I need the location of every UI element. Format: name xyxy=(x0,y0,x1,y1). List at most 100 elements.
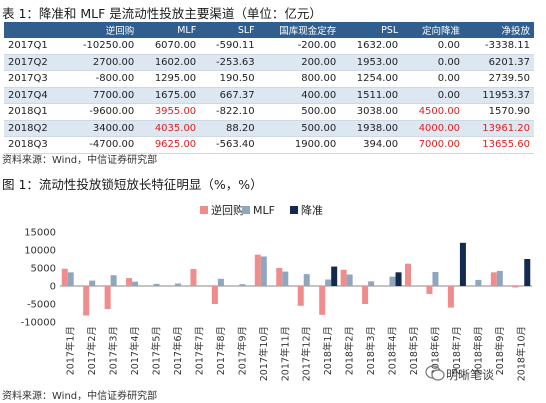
table-header-cell: PSL xyxy=(340,22,403,38)
table-cell: 2700.00 xyxy=(63,54,139,71)
row-label: 2017Q3 xyxy=(4,70,64,88)
bar xyxy=(190,269,197,286)
x-tick-label: 2018年5月 xyxy=(408,326,420,375)
x-tick-label: 2017年7月 xyxy=(193,326,205,375)
bar xyxy=(524,259,531,286)
x-tick-label: 2018年1月 xyxy=(322,326,334,375)
x-tick-label: 2018年2月 xyxy=(344,326,356,375)
table-cell: 1511.00 xyxy=(340,87,403,104)
table-cell: 500.00 xyxy=(258,103,341,121)
bar xyxy=(61,268,68,286)
y-tick-label: 0 xyxy=(50,282,56,293)
x-tick-label: 2017年11月 xyxy=(279,326,291,381)
bar xyxy=(368,281,375,286)
table-cell: 394.00 xyxy=(340,136,403,154)
table-header-cell: 定向降准 xyxy=(402,22,465,38)
bar xyxy=(175,283,181,286)
table-header-cell: MLF xyxy=(138,22,201,38)
bar xyxy=(405,263,411,286)
table-cell: 1570.90 xyxy=(464,103,534,121)
x-tick-label: 2017年5月 xyxy=(151,326,163,375)
x-tick-label: 2017年6月 xyxy=(172,326,184,375)
bar xyxy=(276,268,283,286)
table-row: 2018Q3 -4700.00 9625.00 -563.40 1900.00 394.0… xyxy=(4,136,534,154)
table-cell: -590.11 xyxy=(200,38,259,55)
table-cell: 4000.00 xyxy=(402,120,465,137)
table-cell: 200.00 xyxy=(258,54,341,71)
bar xyxy=(340,269,347,286)
table-cell: 0.00 xyxy=(402,54,465,71)
bar xyxy=(496,270,503,286)
bar xyxy=(512,286,519,288)
table-header-cell: 逆回购 xyxy=(63,22,139,38)
table-cell: -563.40 xyxy=(200,136,259,154)
bar xyxy=(325,279,332,286)
table-cell: -3338.11 xyxy=(464,38,534,55)
bar xyxy=(153,283,160,286)
x-tick-label: 2018年3月 xyxy=(365,326,377,375)
table-cell: 0.00 xyxy=(402,70,465,88)
liquidity-bar-chart: 逆回购 MLF 降准 15000 10000 5000 0 -5000 -10000 2017年1… xyxy=(21,203,532,381)
table-cell: -253.63 xyxy=(200,54,259,71)
table-cell: 4035.00 xyxy=(138,120,201,137)
table-cell: 2739.50 xyxy=(464,70,534,88)
bar xyxy=(395,272,402,286)
table-cell: -800.00 xyxy=(63,70,139,88)
bar xyxy=(432,271,439,286)
bar xyxy=(303,274,310,286)
table-header-cell: SLF xyxy=(200,22,259,38)
bar xyxy=(331,266,338,286)
x-tick-label: 2017年3月 xyxy=(108,326,120,375)
x-tick-label: 2017年1月 xyxy=(65,326,77,375)
table-source: 资料来源：Wind，中信证券研究部 xyxy=(2,155,158,166)
x-tick-label: 2018年10月 xyxy=(515,326,527,381)
bar xyxy=(67,272,74,286)
table-cell: 3400.00 xyxy=(63,120,139,137)
table-row: 2018Q1 -9600.00 3955.00 -822.10 500.00 3038.0… xyxy=(4,103,534,121)
bar xyxy=(447,286,454,308)
table-cell: 9625.00 xyxy=(138,136,201,154)
table-row: 2017Q4 7700.00 1675.00 667.37 400.00 1511.00 0… xyxy=(4,87,534,104)
x-tick-label: 2017年9月 xyxy=(236,326,248,375)
bar xyxy=(260,256,267,286)
bar xyxy=(475,279,482,286)
x-tick-label: 2017年4月 xyxy=(129,326,141,375)
table-cell: 1632.00 xyxy=(340,38,403,55)
table-cell: 3038.00 xyxy=(340,103,403,121)
x-tick-label: 2017年8月 xyxy=(215,326,227,375)
row-label: 2017Q4 xyxy=(4,87,64,104)
row-label: 2018Q2 xyxy=(4,120,64,137)
x-tick-label: 2017年12月 xyxy=(301,326,313,381)
bar xyxy=(282,271,289,286)
table-cell: 0.00 xyxy=(402,87,465,104)
table-cell: -4700.00 xyxy=(63,136,139,154)
table-header-cell: 国库现金定存 xyxy=(258,22,341,38)
table-cell: -200.00 xyxy=(258,38,341,55)
table-cell: 1254.00 xyxy=(340,70,403,88)
bar xyxy=(459,242,466,286)
table-cell: 13961.20 xyxy=(464,120,534,137)
table-cell: 7700.00 xyxy=(63,87,139,104)
table-header-cell: 净投放 xyxy=(464,22,534,38)
bar xyxy=(126,278,133,286)
table-cell: 7000.00 xyxy=(402,136,465,154)
table-cell: 6201.37 xyxy=(464,54,534,71)
row-label: 2017Q2 xyxy=(4,54,64,71)
y-tick-label: -10000 xyxy=(21,318,56,329)
chart-source: 资料来源：Wind，中信证券研究部 xyxy=(2,391,158,402)
table-cell: 0.00 xyxy=(402,38,465,55)
legend-label: 降准 xyxy=(301,203,323,217)
x-tick-label: 2018年6月 xyxy=(429,326,441,375)
x-tick-label: 2017年10月 xyxy=(258,326,270,381)
bar xyxy=(110,275,117,286)
table-cell: 500.00 xyxy=(258,120,341,137)
x-tick-label: 2018年4月 xyxy=(387,326,399,375)
legend-swatch xyxy=(290,206,298,214)
bar xyxy=(490,272,497,286)
table-cell: -9600.00 xyxy=(63,103,139,121)
chart-title: 图 1：流动性投放锁短放长特征明显（%，%） xyxy=(2,177,263,192)
bar xyxy=(104,286,111,310)
liquidity-table: 逆回购 MLF SLF 国库现金定存 PSL 定向降准 净投放 2017Q1 -10250.0… xyxy=(4,22,534,154)
table-title: 表 1：降准和 MLF 是流动性投放主要渠道（单位：亿元） xyxy=(2,6,322,21)
y-tick-label: -5000 xyxy=(27,300,56,311)
